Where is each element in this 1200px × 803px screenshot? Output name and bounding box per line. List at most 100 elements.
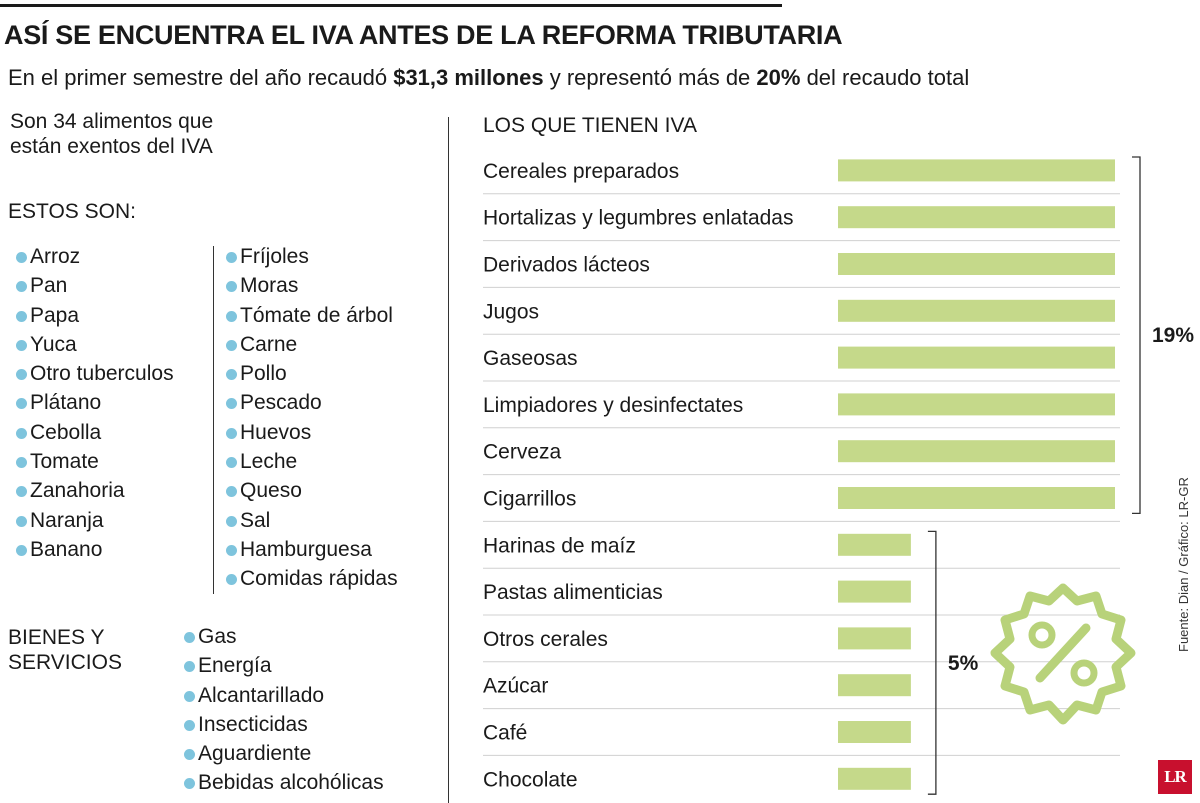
subtitle-post: del recaudo total: [800, 65, 970, 90]
lr-logo: LR: [1158, 760, 1192, 794]
exempt-food-item-label: Yuca: [30, 332, 77, 356]
exempt-food-item-label: Arroz: [30, 245, 81, 268]
exempt-food-item: Tomate: [14, 447, 174, 476]
bullet-dot-icon: [226, 457, 237, 469]
intro-pre: Son: [10, 110, 54, 133]
bullet-dot-icon: [16, 457, 27, 469]
bullet-dot-icon: [16, 339, 27, 351]
category-label: Otros cerales: [483, 628, 608, 651]
exempt-food-item: Fríjoles: [224, 242, 398, 271]
bar: [838, 440, 1115, 463]
category-label: Harinas de maíz: [483, 534, 636, 557]
category-label: Jugos: [483, 300, 539, 323]
bar: [838, 253, 1115, 275]
bar: [838, 533, 911, 556]
exempt-food-item-label: Pan: [30, 274, 68, 298]
service-item: Gas: [182, 622, 384, 651]
category-label: Cigarrillos: [483, 488, 576, 511]
exempt-food-item: Cebolla: [14, 418, 174, 447]
exempt-food-item-label: Leche: [240, 450, 298, 474]
exempt-food-item: Zanahoria: [14, 476, 174, 505]
exempt-food-item-label: Queso: [240, 479, 302, 503]
page-subtitle: En el primer semestre del año recaudó $3…: [8, 65, 969, 91]
exempt-food-item-label: Plátano: [30, 391, 102, 415]
bullet-dot-icon: [16, 515, 27, 527]
exempt-food-item-label: Pollo: [240, 362, 287, 386]
exempt-food-item-label: Hamburguesa: [240, 537, 372, 561]
chart-title: LOS QUE TIENEN IVA: [483, 114, 697, 137]
services-label-line2: SERVICIOS: [8, 651, 122, 674]
bullet-dot-icon: [226, 574, 237, 586]
exempt-food-item-label: Cebolla: [30, 420, 102, 444]
service-item-label: Alcantarillado: [198, 683, 325, 707]
bar: [838, 487, 1115, 509]
group-bracket: [927, 530, 937, 795]
exempt-food-item: Plátano: [14, 388, 174, 417]
bar: [838, 721, 911, 743]
category-label: Pastas alimenticias: [483, 581, 663, 604]
exempt-list-column-2: Fríjoles Moras Tómate de árbol Carne Pollo Pe…: [224, 242, 398, 594]
subtitle-mid: y representó más de: [543, 65, 757, 90]
category-label: Derivados lácteos: [483, 254, 650, 277]
bullet-dot-icon: [184, 719, 195, 731]
services-list: Gas Energía Alcantarillado Insecticidas Agua…: [182, 622, 384, 798]
exempt-list-label: ESTOS SON:: [8, 200, 136, 223]
bar: [838, 299, 1115, 322]
bullet-dot-icon: [184, 749, 195, 761]
bar: [838, 627, 911, 650]
category-label: Limpiadores y desinfectates: [483, 394, 743, 417]
exempt-food-item-label: Moras: [240, 274, 299, 298]
bullet-dot-icon: [226, 339, 237, 351]
group-bracket: [1132, 156, 1141, 515]
bar: [838, 580, 911, 603]
exempt-food-item-label: Papa: [30, 303, 80, 327]
group-label: 5%: [948, 652, 979, 675]
bullet-dot-icon: [16, 398, 27, 410]
bullet-dot-icon: [226, 369, 237, 381]
bullet-dot-icon: [226, 310, 237, 322]
bullet-dot-icon: [16, 252, 27, 263]
source-note: Fuente: Dian / Gráfico: LR-GR: [1176, 477, 1191, 652]
service-item: Energía: [182, 651, 384, 680]
exempt-food-item-label: Zanahoria: [30, 479, 125, 503]
exempt-food-item: Otro tuberculos: [14, 359, 174, 388]
bar: [838, 767, 911, 790]
percent-badge-icon: [985, 583, 1141, 736]
bullet-dot-icon: [184, 778, 195, 790]
exempt-food-item-label: Huevos: [240, 420, 312, 444]
bullet-dot-icon: [16, 427, 27, 439]
services-label-line1: BIENES Y: [8, 626, 105, 649]
exempt-food-item: Arroz: [14, 242, 174, 271]
bullet-dot-icon: [226, 427, 237, 439]
bar: [838, 674, 911, 697]
services-label: BIENES Y SERVICIOS: [8, 625, 122, 675]
exempt-food-item: Tómate de árbol: [224, 301, 398, 330]
bullet-dot-icon: [226, 398, 237, 410]
group-label: 19%: [1152, 324, 1194, 347]
service-item-label: Bebidas alcohólicas: [198, 771, 384, 795]
exempt-food-item: Yuca: [14, 330, 174, 359]
exempt-food-item: Moras: [224, 271, 398, 300]
category-label: Azúcar: [483, 675, 548, 698]
bullet-dot-icon: [16, 281, 27, 293]
service-item-label: Gas: [198, 625, 237, 648]
bullet-dot-icon: [226, 515, 237, 527]
section-divider: [448, 117, 449, 803]
bullet-dot-icon: [226, 486, 237, 498]
exempt-food-item: Papa: [14, 301, 174, 330]
category-label: Gaseosas: [483, 347, 578, 370]
exempt-food-item: Huevos: [224, 418, 398, 447]
bar: [838, 159, 1115, 182]
service-item: Alcantarillado: [182, 681, 384, 710]
exempt-food-item-label: Banano: [30, 537, 103, 561]
exempt-list-column-1: Arroz Pan Papa Yuca Otro tuberculos Plátano Ce…: [14, 242, 174, 564]
exempt-food-item: Queso: [224, 476, 398, 505]
column-divider: [213, 246, 214, 594]
exempt-food-item-label: Tómate de árbol: [240, 303, 393, 327]
exempt-food-item: Pan: [14, 271, 174, 300]
category-label: Cereales preparados: [483, 160, 679, 183]
service-item-label: Energía: [198, 654, 272, 678]
subtitle-percent: 20%: [756, 65, 801, 90]
category-label: Hortalizas y legumbres enlatadas: [483, 207, 794, 230]
